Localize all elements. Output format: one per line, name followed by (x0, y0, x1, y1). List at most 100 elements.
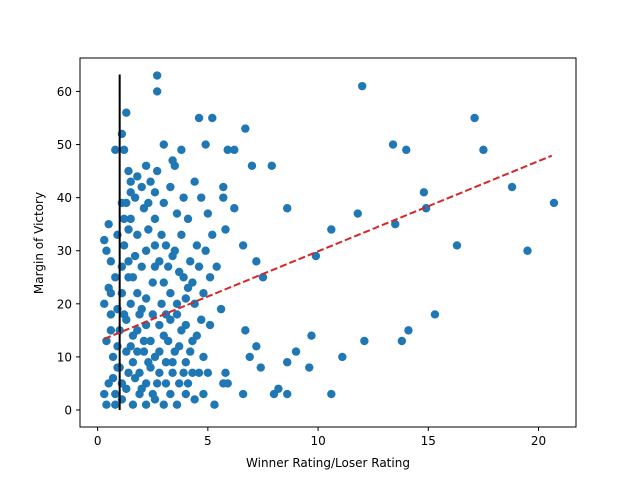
data-point (188, 368, 197, 378)
x-tick-label: 10 (310, 434, 325, 448)
data-point (219, 379, 228, 388)
data-point (122, 198, 131, 208)
data-point (197, 315, 206, 324)
data-point (102, 246, 111, 255)
data-point (252, 257, 261, 266)
data-point (106, 326, 116, 335)
data-point (430, 310, 440, 319)
data-point (230, 145, 239, 155)
data-point (139, 336, 149, 346)
data-point (100, 299, 109, 309)
data-point (126, 299, 135, 309)
data-point (247, 161, 257, 170)
data-point (100, 235, 109, 245)
data-point (245, 352, 254, 362)
data-point (124, 273, 133, 282)
data-point (141, 161, 151, 170)
data-point (108, 352, 118, 362)
data-point (111, 145, 120, 155)
data-point (159, 198, 168, 208)
data-point (128, 400, 138, 409)
data-point (111, 273, 120, 282)
data-point (161, 358, 171, 367)
data-point (159, 400, 168, 409)
data-point (208, 113, 217, 123)
data-point (194, 368, 204, 378)
data-point (183, 283, 193, 293)
data-point (144, 358, 153, 367)
data-point (150, 241, 160, 250)
data-point (208, 230, 217, 239)
plot-frame (79, 57, 577, 428)
data-point (238, 241, 248, 250)
data-point (172, 209, 182, 218)
data-point (241, 326, 250, 335)
data-point (201, 140, 210, 149)
data-point (128, 331, 138, 340)
data-point (219, 193, 228, 202)
data-point (155, 368, 164, 378)
data-point (152, 87, 162, 96)
data-point (419, 188, 429, 197)
data-point (130, 373, 140, 383)
data-point (175, 267, 184, 277)
data-point (223, 145, 232, 155)
data-point (168, 358, 177, 367)
data-point (126, 214, 135, 224)
data-point (122, 108, 131, 117)
data-point (291, 347, 301, 356)
data-point (148, 278, 157, 287)
data-point (172, 299, 182, 309)
data-point (111, 400, 120, 409)
data-point (106, 289, 116, 298)
data-point (141, 246, 151, 255)
data-point (221, 225, 230, 234)
data-point (181, 294, 191, 303)
data-point (388, 140, 398, 149)
data-point (161, 379, 171, 388)
data-point (357, 81, 367, 91)
y-tick-label: 0 (64, 404, 72, 418)
y-tick-label: 20 (57, 297, 72, 311)
data-point (210, 400, 219, 409)
data-point (133, 172, 142, 181)
data-point (181, 358, 191, 367)
data-point (186, 347, 195, 356)
data-point (307, 331, 316, 340)
data-point (190, 395, 199, 404)
data-point (133, 230, 142, 239)
y-axis-label: Margin of Victory (32, 192, 46, 294)
data-point (137, 384, 146, 393)
data-point (130, 251, 140, 261)
data-point (507, 182, 517, 192)
data-point (172, 310, 182, 319)
data-point (150, 188, 160, 197)
data-point (100, 389, 109, 399)
data-point (119, 214, 129, 224)
data-point (283, 204, 292, 213)
data-point (135, 310, 144, 319)
data-point (205, 320, 215, 330)
data-point (404, 326, 413, 335)
data-point (126, 188, 135, 197)
data-point (170, 347, 179, 356)
data-point (155, 320, 164, 330)
y-tick-label: 50 (57, 138, 72, 152)
y-axis-ticks: 0 10 20 30 40 50 60 (57, 85, 80, 418)
data-point (179, 193, 188, 202)
data-point (108, 373, 118, 383)
data-point (186, 257, 195, 266)
data-point (124, 225, 133, 234)
data-point (146, 336, 155, 346)
data-point (152, 166, 162, 176)
data-point (470, 113, 479, 123)
data-point (102, 400, 111, 409)
data-point (177, 326, 186, 335)
data-point (124, 257, 133, 266)
data-point (201, 246, 210, 255)
data-point (170, 161, 179, 170)
data-point (175, 379, 184, 388)
data-point (124, 166, 133, 176)
data-point (241, 124, 250, 133)
